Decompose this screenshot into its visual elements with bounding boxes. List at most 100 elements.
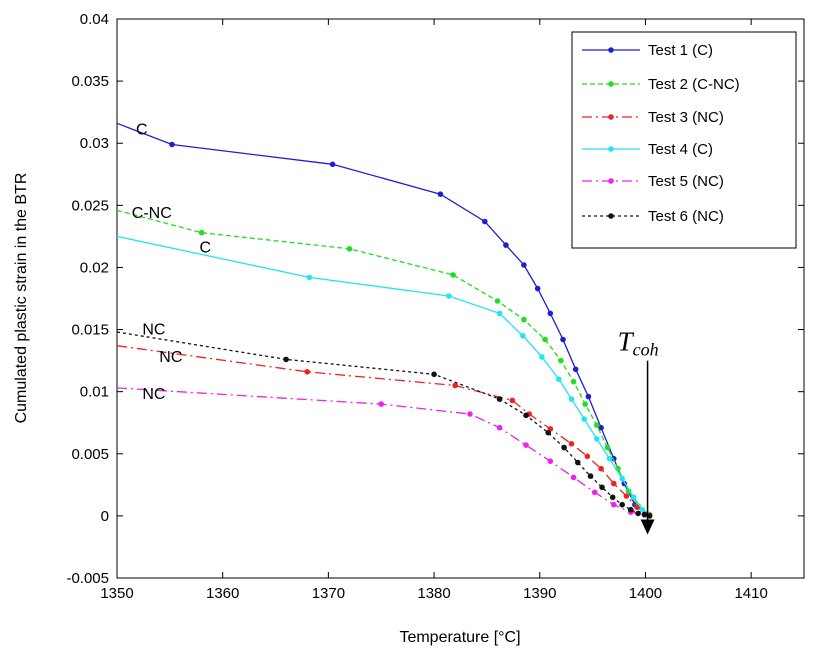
- data-point: [437, 191, 444, 197]
- y-tick-label: 0.01: [80, 384, 109, 401]
- y-tick-label: 0: [101, 508, 109, 525]
- data-point: [582, 401, 588, 407]
- legend-item: Test 6 (NC): [582, 208, 724, 225]
- legend-marker: [608, 81, 614, 87]
- data-point: [568, 441, 575, 447]
- series-annotation: NC: [142, 322, 165, 339]
- data-point: [496, 424, 503, 431]
- data-point: [635, 510, 641, 517]
- data-point: [378, 401, 385, 407]
- data-point: [198, 229, 205, 236]
- series-annotation: C: [136, 122, 148, 139]
- legend-item: Test 4 (C): [582, 141, 713, 158]
- legend-item: Test 3 (NC): [582, 109, 724, 126]
- series-annotation: NC: [142, 386, 165, 403]
- y-tick-label: -0.005: [66, 570, 109, 587]
- y-ticks: -0.005 0 0.005 0.01 0.015 0.02 0.025 0.03 0.035 0…: [66, 11, 804, 587]
- data-point: [283, 356, 289, 363]
- data-point: [509, 397, 516, 404]
- x-tick-label: 1380: [417, 585, 450, 602]
- data-point: [585, 393, 592, 400]
- data-point: [611, 455, 617, 462]
- data-point: [520, 333, 526, 339]
- y-tick-label: 0.03: [80, 135, 109, 152]
- x-tick-label: 1400: [629, 585, 662, 602]
- data-point: [560, 336, 566, 343]
- legend-marker: [608, 178, 614, 184]
- series-4: [116, 235, 651, 518]
- annotations: C C-NC C NC NC NC: [132, 122, 211, 404]
- legend: Test 1 (C) Test 2 (C-NC) Test 3 (NC) Test 4…: [571, 31, 797, 249]
- tcoh-marker: Tcoh: [618, 327, 659, 535]
- tcoh-arrow-head: [640, 519, 655, 535]
- data-point: [570, 474, 577, 481]
- data-point: [431, 371, 437, 378]
- data-point: [494, 298, 501, 304]
- data-point: [641, 511, 648, 518]
- y-tick-label: 0.04: [80, 11, 109, 28]
- data-point: [558, 357, 564, 364]
- data-point: [623, 493, 630, 499]
- legend-label: Test 5 (NC): [648, 173, 724, 190]
- data-point: [598, 424, 604, 431]
- x-tick-label: 1390: [523, 585, 556, 602]
- tcoh-label: Tcoh: [618, 327, 659, 360]
- data-point: [304, 369, 311, 375]
- data-point: [450, 272, 456, 278]
- legend-item: Test 1 (C): [582, 42, 713, 59]
- data-point: [482, 218, 488, 225]
- data-point: [581, 416, 587, 422]
- data-point: [306, 274, 313, 281]
- data-point: [575, 459, 581, 466]
- data-point: [523, 412, 529, 419]
- data-point: [570, 378, 577, 385]
- data-point: [523, 442, 529, 448]
- data-point: [452, 382, 459, 389]
- data-point: [556, 376, 562, 383]
- data-point: [169, 141, 175, 148]
- series-annotation: C: [199, 240, 211, 257]
- data-point: [542, 336, 548, 343]
- data-point: [627, 506, 634, 513]
- data-point: [561, 444, 567, 451]
- data-point: [599, 484, 605, 491]
- x-tick-label: 1410: [734, 585, 767, 602]
- legend-label: Test 1 (C): [648, 42, 713, 59]
- series-6: [116, 331, 653, 519]
- data-point: [584, 453, 591, 460]
- data-point: [568, 396, 575, 402]
- data-point: [609, 494, 616, 501]
- data-point: [598, 465, 604, 472]
- legend-marker: [608, 213, 614, 219]
- legend-marker: [608, 114, 614, 120]
- data-point: [611, 480, 617, 487]
- data-point: [496, 396, 503, 402]
- data-point: [611, 501, 617, 508]
- data-point: [521, 262, 527, 268]
- data-point: [547, 458, 554, 465]
- data-point: [467, 411, 473, 417]
- series-annotation: NC: [159, 349, 182, 366]
- data-point: [545, 429, 551, 436]
- data-point: [503, 242, 509, 248]
- data-point: [639, 506, 646, 513]
- x-tick-label: 1360: [206, 585, 239, 602]
- series-annotation: C-NC: [132, 205, 172, 222]
- legend-label: Test 3 (NC): [648, 109, 724, 126]
- data-point: [496, 310, 503, 317]
- data-point: [594, 422, 600, 429]
- legend-marker: [608, 47, 614, 53]
- y-tick-label: 0.035: [71, 73, 109, 90]
- legend-box: [571, 31, 797, 249]
- x-ticks: 1350 1360 1370 1380 1390 1400 1410: [100, 19, 768, 602]
- series-line: [116, 331, 650, 517]
- data-point: [547, 310, 554, 317]
- data-point: [619, 501, 625, 508]
- data-point: [619, 475, 625, 482]
- y-tick-label: 0.015: [71, 322, 109, 339]
- legend-label: Test 4 (C): [648, 141, 713, 158]
- data-point: [346, 246, 353, 252]
- x-tick-label: 1370: [312, 585, 345, 602]
- series-layer: [116, 122, 653, 519]
- legend-label: Test 6 (NC): [648, 208, 724, 225]
